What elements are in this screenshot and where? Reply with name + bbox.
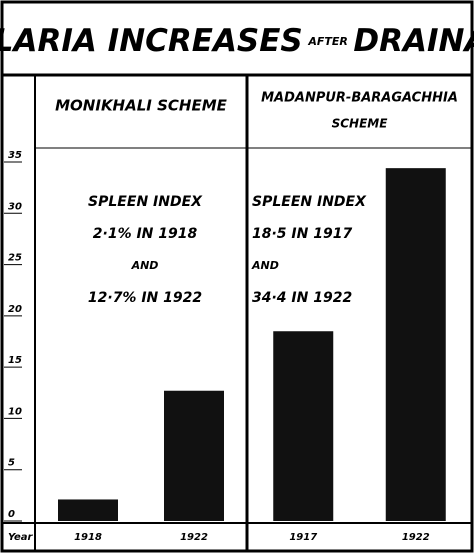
- x-tick-label: 1918: [74, 532, 102, 543]
- bar: [385, 168, 446, 521]
- y-tick-label: 15: [8, 355, 22, 366]
- annotation: 18·5 IN 1917: [252, 226, 352, 242]
- annotation: SPLEEN INDEX: [252, 194, 367, 210]
- bar: [58, 499, 118, 521]
- panel-heading: MONIKHALI SCHEME: [55, 97, 227, 115]
- title-part: DRAINAGE: [353, 23, 474, 59]
- annotation: AND: [131, 259, 159, 272]
- annotation: 12·7% IN 1922: [88, 290, 202, 306]
- chart-title: MALARIA INCREASES AFTER DRAINAGE: [0, 23, 474, 59]
- bar: [164, 390, 224, 521]
- y-tick-label: 35: [8, 150, 22, 161]
- title-part: MALARIA INCREASES: [0, 23, 303, 59]
- y-tick-label: 20: [8, 304, 22, 315]
- annotation: 2·1% IN 1918: [93, 226, 198, 242]
- title-part: AFTER: [307, 35, 348, 48]
- bar: [273, 331, 334, 521]
- panel-heading: MADANPUR-BARAGACHHIA: [261, 91, 458, 106]
- y-tick-label: 30: [8, 201, 22, 212]
- annotation: SPLEEN INDEX: [88, 194, 203, 210]
- y-tick-label: 0: [8, 509, 15, 520]
- x-tick-label: 1922: [180, 532, 208, 543]
- x-axis-label: Year: [8, 532, 33, 543]
- y-tick-label: 5: [8, 458, 15, 469]
- x-tick-label: 1922: [402, 532, 430, 543]
- y-tick-label: 10: [8, 406, 22, 417]
- panel-heading: SCHEME: [332, 117, 389, 131]
- x-tick-label: 1917: [289, 532, 317, 543]
- y-tick-label: 25: [8, 253, 22, 264]
- annotation: AND: [251, 259, 279, 272]
- annotation: 34·4 IN 1922: [252, 290, 352, 306]
